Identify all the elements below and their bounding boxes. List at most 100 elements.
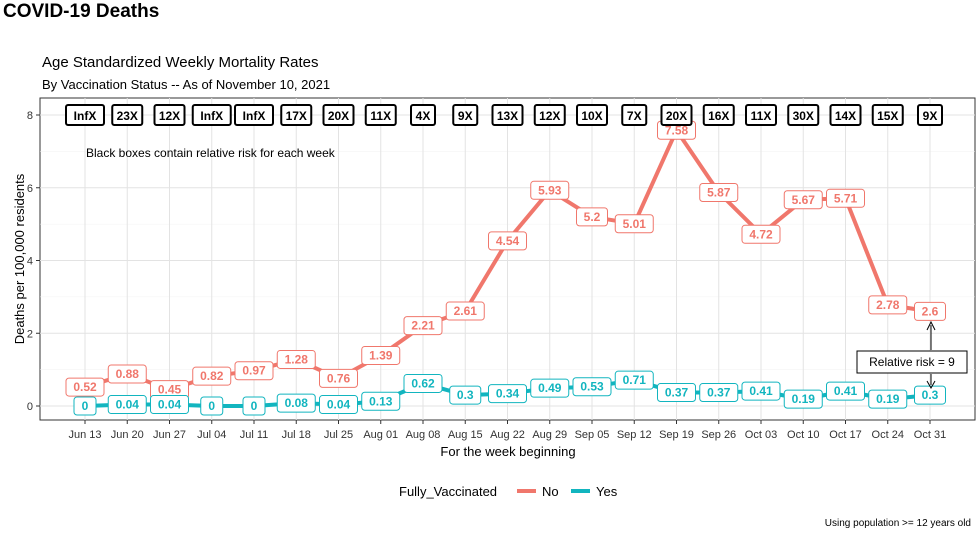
series-yes-label-box (449, 385, 482, 405)
series-yes-label-text: 0.04 (327, 398, 351, 412)
series-yes-label: 0.04 (319, 395, 358, 415)
series-yes-label: 0.19 (868, 389, 908, 409)
relative-risk-box: 16X (702, 104, 735, 126)
series-yes-label-text: 0.37 (665, 386, 689, 400)
x-axis-ticks: Jun 13 Jun 20 Jun 27 Jul 04 Jul 11 Jul 18 Jul … (68, 420, 946, 441)
callout-text: Relative risk = 9 (869, 355, 955, 369)
series-yes-label: 0.71 (614, 370, 654, 390)
series-yes-label-text: 0.08 (285, 396, 309, 410)
x-tick-label: Sep 26 (701, 429, 736, 441)
series-yes-label-box (319, 395, 358, 415)
series-yes-label-box (826, 381, 865, 401)
x-tick-label: Aug 29 (532, 429, 567, 441)
relative-risk-box: 15X (871, 104, 904, 126)
relative-risk-box: 9X (917, 104, 943, 126)
x-tick-label: Jul 25 (324, 429, 353, 441)
y-tick-label: 8 (27, 110, 33, 122)
series-no-label-box (914, 301, 946, 321)
series-no-label-box (319, 368, 358, 388)
series-no-label-text: 4.72 (749, 227, 773, 241)
relative-risk-box-text: 9X (458, 109, 473, 123)
series-no-label-text: 0.45 (158, 383, 182, 397)
relative-risk-box: 14X (829, 104, 862, 126)
relative-risk-box-text: 11X (751, 109, 772, 123)
relative-risk-box-frame (491, 104, 524, 126)
x-axis-title: For the week beginning (440, 444, 575, 459)
relative-risk-box-frame (111, 104, 144, 126)
series-no-label-box (107, 364, 147, 384)
series-no-label-text: 5.87 (707, 185, 731, 199)
series-yes-label-text: 0 (251, 399, 258, 413)
relative-risk-box-frame (576, 104, 608, 126)
x-tick-label: Jul 11 (240, 429, 269, 441)
relative-risk-boxes: InfX 23X 12X InfX InfX 17X 20X 11X 4X 9X 13X 12X 10X… (65, 104, 943, 126)
relative-risk-box: 9X (452, 104, 479, 126)
relative-risk-box-frame (660, 104, 693, 126)
relative-risk-box-text: 12X (159, 109, 180, 123)
relative-risk-box-frame (191, 104, 232, 126)
relative-risk-box-frame (410, 104, 436, 126)
legend-title: Fully_Vaccinated (399, 484, 497, 499)
relative-risk-box-text: InfX (243, 109, 266, 123)
y-axis-ticks: 0 2 4 6 8 (27, 110, 40, 413)
relative-risk-box-text: 12X (539, 109, 560, 123)
series-no-label: 2.78 (868, 295, 908, 315)
series-no-label: 4.72 (741, 224, 781, 244)
relative-risk-box: InfX (234, 104, 274, 126)
series-yes-label: 0.3 (914, 385, 946, 405)
series-no-label: 1.28 (276, 349, 316, 369)
legend-label-yes: Yes (596, 484, 618, 499)
chart-subtitle: By Vaccination Status -- As of November … (42, 77, 330, 92)
relative-risk-box: 17X (280, 104, 313, 126)
series-yes-label-box (572, 377, 612, 397)
series-no-label: 1.39 (361, 345, 401, 365)
series-no-label: 2.21 (403, 316, 443, 336)
series-no-label-box (192, 366, 232, 386)
series-no-label-text: 4.54 (496, 234, 520, 248)
relative-risk-box-frame (871, 104, 904, 126)
series-no-label-box (530, 180, 570, 200)
relative-risk-box-text: 7X (627, 109, 642, 123)
series-no-label: 0.82 (192, 366, 232, 386)
x-tick-label: Jul 18 (282, 429, 311, 441)
series-no-label: 5.71 (826, 188, 865, 208)
relative-risk-box-text: 20X (666, 109, 687, 123)
relative-risk-box: 12X (153, 104, 186, 126)
series-yes-label: 0.41 (826, 381, 865, 401)
series-no-label-text: 2.61 (454, 304, 478, 318)
series-yes-label-box (699, 383, 739, 403)
series-yes-label: 0.49 (530, 378, 570, 398)
series-yes-label-text: 0.19 (792, 392, 816, 406)
series-yes-label-box (741, 381, 781, 401)
relative-risk-box-frame (322, 104, 355, 126)
series-no-label-box (65, 377, 105, 397)
relative-risk-box-frame (621, 104, 648, 126)
legend: Fully_Vaccinated No Yes (399, 484, 618, 499)
series-no-label-text: 1.28 (285, 352, 309, 366)
relative-risk-box-text: 30X (793, 109, 814, 123)
x-tick-label: Oct 31 (914, 429, 946, 441)
x-tick-label: Sep 05 (575, 429, 610, 441)
series-yes-label-text: 0.53 (580, 380, 604, 394)
series-no-label: 5.87 (699, 182, 739, 202)
series-yes-label: 0.53 (572, 377, 612, 397)
series-yes-label-box (361, 391, 401, 411)
relative-risk-box: 30X (787, 104, 820, 126)
series-yes-label-text: 0.37 (707, 386, 731, 400)
y-tick-label: 0 (27, 401, 33, 413)
relative-risk-box-frame (65, 104, 105, 126)
relative-risk-box-text: 9X (923, 109, 938, 123)
series-no-label: 2.6 (914, 301, 946, 321)
series-no-label-box (234, 361, 274, 381)
series-yes-label: 0.04 (107, 395, 147, 415)
relative-risk-box-frame (787, 104, 820, 126)
series-yes-label-box (488, 384, 527, 404)
series-no-label-text: 0.97 (242, 364, 266, 378)
series-no-label: 4.54 (488, 231, 527, 251)
relative-risk-box-text: 4X (416, 109, 431, 123)
series-no-label-box (445, 301, 485, 321)
series-yes-label-box (73, 396, 97, 416)
series-no-label-text: 5.71 (834, 191, 858, 205)
callout-arrowhead-up (926, 320, 936, 331)
